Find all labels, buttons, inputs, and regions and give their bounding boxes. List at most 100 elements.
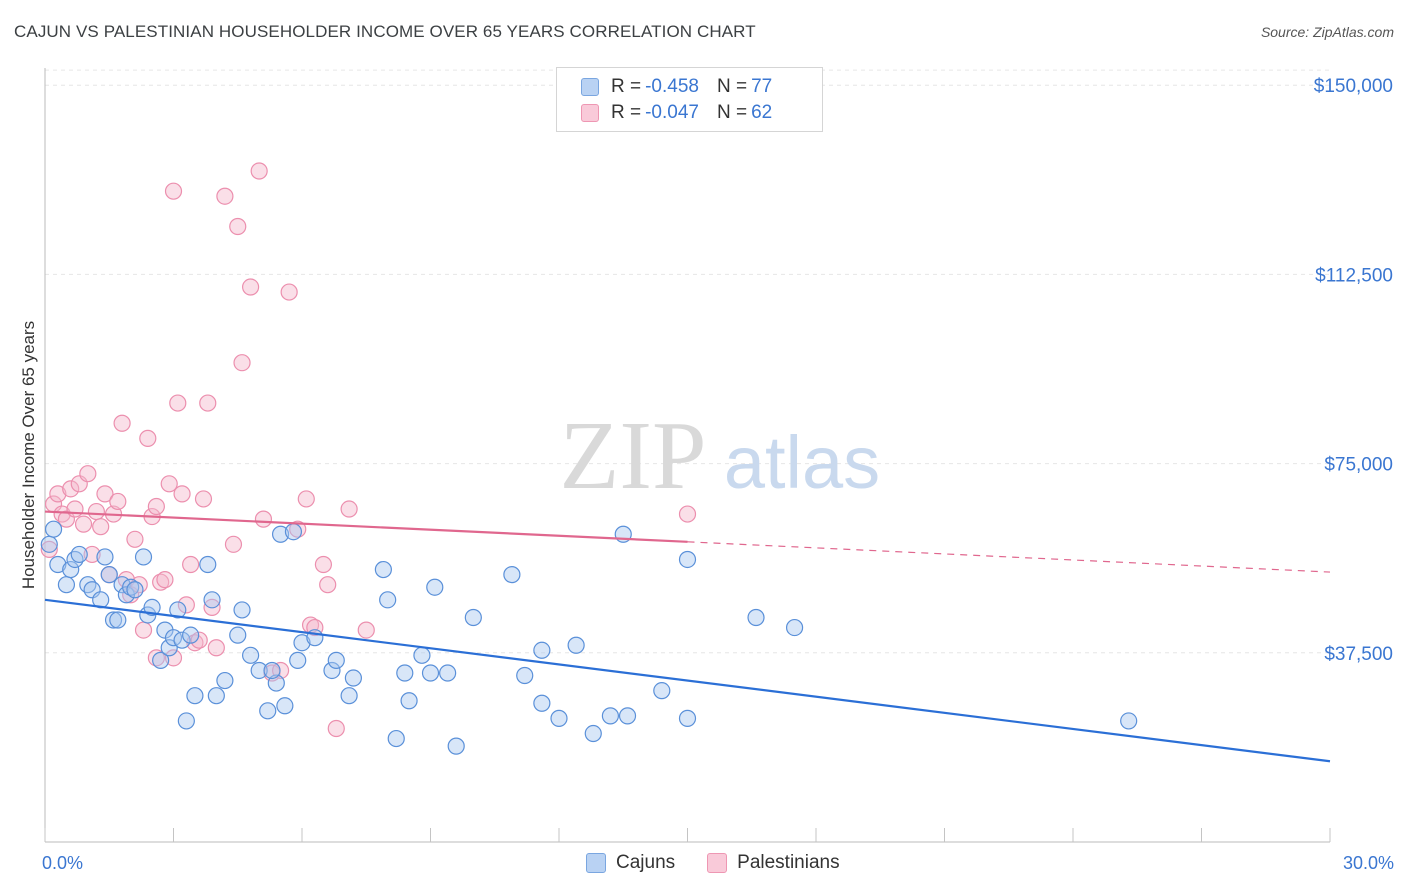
legend-row-palestinians: R = -0.047 N = 62 bbox=[581, 100, 772, 126]
data-point-cajuns bbox=[263, 661, 281, 680]
data-point-cajuns bbox=[267, 674, 285, 692]
watermark-atlas: atlas bbox=[724, 421, 880, 504]
data-point-cajuns bbox=[533, 694, 551, 712]
data-point-palestinians bbox=[280, 283, 298, 301]
watermark: ZIP atlas bbox=[560, 402, 881, 510]
data-point-cajuns bbox=[413, 646, 431, 664]
bottom-legend-label-cajuns: Cajuns bbox=[616, 852, 676, 873]
legend-r-label: R = bbox=[611, 102, 642, 123]
data-point-palestinians bbox=[83, 545, 101, 564]
data-point-cajuns bbox=[533, 641, 551, 659]
data-point-palestinians bbox=[357, 621, 375, 639]
legend-n-value: 77 bbox=[751, 76, 773, 97]
data-point-cajuns bbox=[126, 581, 144, 599]
data-point-palestinians bbox=[233, 354, 251, 372]
data-point-cajuns bbox=[143, 598, 161, 617]
data-point-palestinians bbox=[62, 480, 80, 498]
data-point-cajuns bbox=[400, 692, 418, 710]
legend-n-value: 62 bbox=[751, 102, 773, 123]
data-point-cajuns bbox=[44, 520, 63, 538]
data-point-palestinians bbox=[126, 530, 144, 548]
data-point-cajuns bbox=[104, 611, 123, 629]
data-point-cajuns bbox=[242, 646, 260, 664]
data-point-palestinians bbox=[87, 502, 106, 521]
data-point-palestinians bbox=[79, 465, 97, 483]
legend-r-label: R = bbox=[611, 76, 642, 97]
data-point-cajuns bbox=[57, 576, 76, 594]
data-point-cajuns bbox=[100, 566, 118, 584]
data-point-cajuns bbox=[747, 608, 765, 627]
trend-line-cajuns bbox=[44, 598, 1331, 763]
data-point-cajuns bbox=[173, 631, 191, 649]
chart-source: Source: ZipAtlas.com bbox=[1260, 24, 1394, 40]
data-point-cajuns bbox=[152, 651, 170, 669]
data-point-cajuns bbox=[340, 687, 358, 705]
data-point-palestinians bbox=[207, 639, 225, 657]
x-tick-label-max: 30.0% bbox=[1342, 853, 1394, 873]
data-point-cajuns bbox=[327, 651, 345, 669]
data-point-palestinians bbox=[182, 555, 200, 574]
data-point-cajuns bbox=[396, 664, 414, 682]
data-point-palestinians bbox=[164, 649, 183, 667]
data-point-cajuns bbox=[271, 525, 290, 543]
data-point-cajuns bbox=[182, 626, 200, 644]
series-palestinians bbox=[40, 162, 697, 738]
data-point-palestinians bbox=[199, 394, 217, 412]
data-point-palestinians bbox=[109, 492, 127, 511]
data-point-cajuns bbox=[678, 550, 697, 569]
legend-swatch-cajuns bbox=[581, 78, 599, 96]
data-point-cajuns bbox=[785, 618, 804, 637]
data-point-cajuns bbox=[379, 591, 397, 609]
data-point-cajuns bbox=[250, 661, 268, 680]
data-point-cajuns bbox=[186, 687, 204, 705]
legend: R = -0.458 N = 77 R = -0.047 N = 62 bbox=[556, 67, 823, 132]
data-point-palestinians bbox=[147, 497, 165, 516]
data-point-cajuns bbox=[344, 669, 362, 687]
data-point-palestinians bbox=[297, 490, 315, 508]
bottom-legend-swatch-palestinians bbox=[707, 853, 728, 873]
data-point-cajuns bbox=[516, 666, 534, 685]
data-point-palestinians bbox=[169, 394, 187, 412]
data-point-cajuns bbox=[464, 608, 482, 627]
bottom-legend-label-palestinians: Palestinians bbox=[737, 852, 840, 873]
data-point-palestinians bbox=[190, 631, 208, 649]
data-point-cajuns bbox=[323, 661, 341, 680]
legend-r-value: -0.047 bbox=[645, 102, 699, 123]
data-point-cajuns bbox=[289, 651, 307, 669]
data-point-palestinians bbox=[177, 596, 195, 614]
data-point-palestinians bbox=[156, 571, 174, 589]
y-tick-label: $75,000 bbox=[1324, 455, 1393, 476]
data-point-cajuns bbox=[40, 535, 58, 553]
data-point-palestinians bbox=[134, 621, 153, 639]
bottom-legend-cajuns: Cajuns bbox=[586, 852, 675, 874]
data-point-cajuns bbox=[233, 601, 251, 619]
y-tick-labels: $37,500 $75,000 $112,500 $150,000 bbox=[1314, 76, 1393, 665]
legend-row-cajuns: R = -0.458 N = 77 bbox=[581, 74, 772, 100]
data-point-palestinians bbox=[194, 490, 213, 508]
data-point-cajuns bbox=[618, 707, 637, 725]
data-point-cajuns bbox=[293, 634, 311, 652]
series-cajuns bbox=[40, 520, 1138, 755]
legend-swatch-palestinians bbox=[581, 104, 599, 122]
data-point-cajuns bbox=[276, 697, 294, 715]
data-point-cajuns bbox=[134, 548, 153, 566]
trend-line-palestinians bbox=[44, 510, 688, 543]
data-point-palestinians bbox=[250, 162, 268, 180]
data-point-cajuns bbox=[207, 687, 225, 705]
data-point-cajuns bbox=[284, 523, 303, 541]
chart-title: CAJUN VS PALESTINIAN HOUSEHOLDER INCOME … bbox=[14, 22, 756, 41]
data-point-cajuns bbox=[259, 702, 277, 720]
data-point-palestinians bbox=[306, 618, 324, 637]
data-point-palestinians bbox=[66, 500, 84, 518]
data-point-palestinians bbox=[49, 485, 67, 503]
data-point-cajuns bbox=[62, 560, 80, 579]
data-point-palestinians bbox=[254, 510, 273, 528]
data-point-palestinians bbox=[113, 414, 131, 432]
data-point-cajuns bbox=[169, 601, 187, 619]
data-point-cajuns bbox=[387, 729, 405, 748]
data-point-palestinians bbox=[319, 576, 337, 594]
data-point-palestinians bbox=[242, 278, 260, 296]
data-point-palestinians bbox=[139, 429, 157, 447]
trend-lines bbox=[44, 510, 1331, 763]
axes bbox=[44, 68, 1331, 843]
